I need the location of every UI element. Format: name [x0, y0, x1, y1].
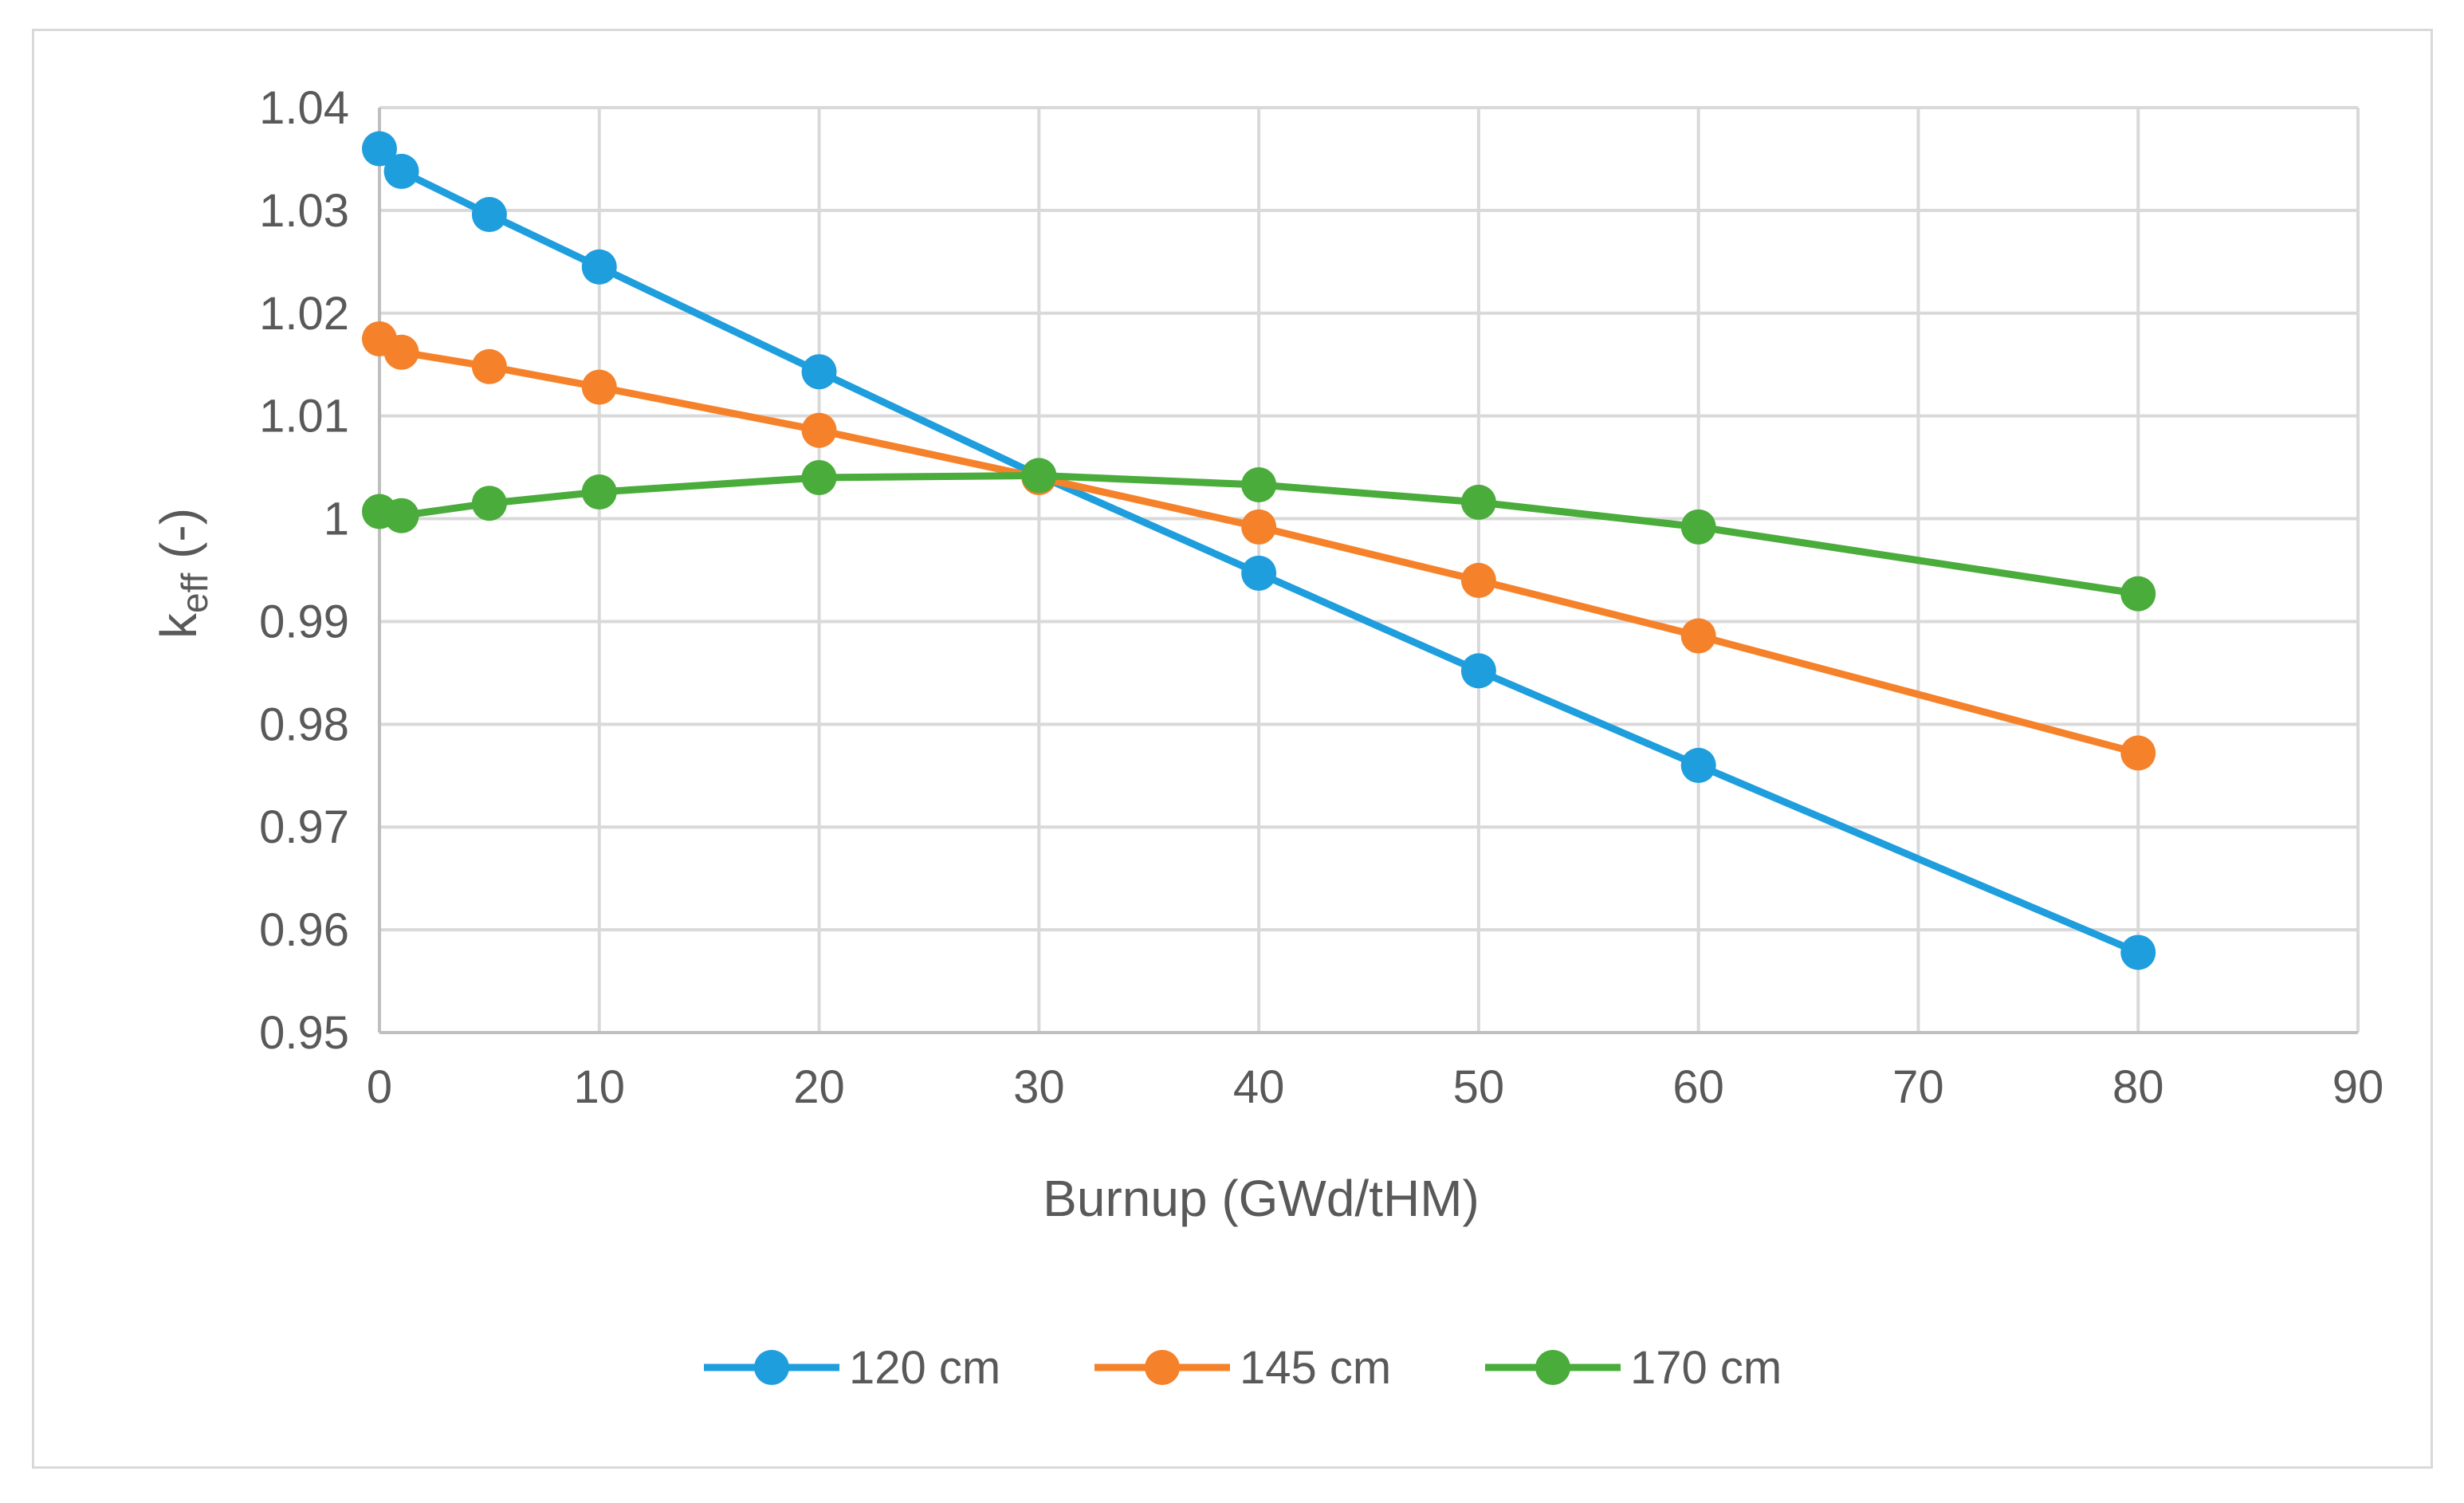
- x-axis-title: Burnup (GWd/tHM): [1043, 1170, 1480, 1227]
- legend-label: 145 cm: [1240, 1342, 1391, 1394]
- y-tick-label: 0.96: [259, 904, 349, 956]
- x-tick-label: 20: [793, 1061, 845, 1113]
- data-point: [1241, 555, 1277, 591]
- series-line: [375, 335, 2142, 757]
- data-point: [1460, 484, 1496, 520]
- x-tick-label: 30: [1013, 1061, 1065, 1113]
- series-120-cm: [362, 131, 2156, 970]
- x-tick-label: 80: [2112, 1061, 2164, 1113]
- legend-label: 120 cm: [849, 1342, 1000, 1394]
- y-axis-title-suffix: (-): [150, 508, 207, 573]
- x-tick-label: 60: [1672, 1061, 1724, 1113]
- y-axis-title: keff (-): [150, 508, 215, 639]
- line-chart: 0.95 0.96 0.97 0.98 0.99 1 1.01 1.02 1.03 1.04 0 10…: [150, 82, 2383, 1394]
- data-point: [801, 354, 837, 390]
- series-145-cm: [362, 321, 2156, 771]
- data-point: [2120, 576, 2156, 612]
- data-point: [471, 348, 507, 384]
- chart-frame: 0.95 0.96 0.97 0.98 0.99 1 1.01 1.02 1.03 1.04 0 10…: [32, 29, 2433, 1469]
- y-tick-label: 0.98: [259, 698, 349, 750]
- y-tick-label: 0.95: [259, 1007, 349, 1059]
- y-axis-title-main: k: [150, 612, 207, 639]
- data-point: [1680, 618, 1716, 654]
- data-point: [1241, 467, 1277, 503]
- data-point: [581, 474, 617, 510]
- data-point: [362, 131, 397, 167]
- y-tick-label: 1.01: [259, 391, 349, 443]
- x-tick-label: 70: [1892, 1061, 1944, 1113]
- data-point: [383, 498, 419, 533]
- y-tick-label: 1.02: [259, 288, 349, 340]
- axes: [378, 108, 2358, 1034]
- legend-swatch-marker: [1535, 1350, 1570, 1385]
- legend: 120 cm 145 cm 170 cm: [704, 1342, 1782, 1394]
- y-tick-label: 0.97: [259, 801, 349, 853]
- legend-swatch-marker: [1145, 1350, 1180, 1385]
- data-point: [471, 486, 507, 521]
- data-point: [471, 197, 507, 233]
- y-axis-title-subscript: eff: [174, 572, 215, 613]
- axis-titles: Burnup (GWd/tHM) keff (-): [150, 508, 1480, 1227]
- tick-labels: 0.95 0.96 0.97 0.98 0.99 1 1.01 1.02 1.03 1.04 0 10…: [259, 82, 2383, 1113]
- grid-lines: [379, 106, 2360, 1033]
- data-point: [581, 249, 617, 285]
- series-line: [375, 471, 2142, 598]
- x-tick-label: 90: [2332, 1061, 2384, 1113]
- legend-item-145-cm: 145 cm: [1094, 1342, 1391, 1394]
- series-lines: [362, 131, 2156, 970]
- data-point: [2120, 934, 2156, 970]
- x-tick-label: 0: [367, 1061, 392, 1113]
- data-point: [581, 369, 617, 405]
- series-line: [375, 145, 2142, 956]
- data-point: [383, 334, 419, 370]
- data-point: [1680, 509, 1716, 545]
- data-point: [1460, 562, 1496, 598]
- legend-label: 170 cm: [1630, 1342, 1782, 1394]
- data-point: [1460, 653, 1496, 689]
- x-tick-label: 50: [1453, 1061, 1505, 1113]
- data-point: [2120, 735, 2156, 771]
- data-point: [1021, 458, 1057, 494]
- legend-item-120-cm: 120 cm: [704, 1342, 1000, 1394]
- data-point: [383, 153, 419, 189]
- x-tick-label: 40: [1233, 1061, 1285, 1113]
- y-tick-label: 1.04: [259, 82, 349, 134]
- data-point: [801, 460, 837, 495]
- x-tick-label: 10: [574, 1061, 626, 1113]
- y-tick-label: 0.99: [259, 596, 349, 647]
- legend-swatch-marker: [754, 1350, 789, 1385]
- legend-item-170-cm: 170 cm: [1485, 1342, 1782, 1394]
- y-tick-label: 1.03: [259, 185, 349, 237]
- data-point: [1680, 747, 1716, 783]
- data-point: [1241, 509, 1277, 545]
- y-tick-label: 1: [324, 494, 349, 545]
- series-170-cm: [362, 458, 2156, 612]
- data-point: [801, 412, 837, 448]
